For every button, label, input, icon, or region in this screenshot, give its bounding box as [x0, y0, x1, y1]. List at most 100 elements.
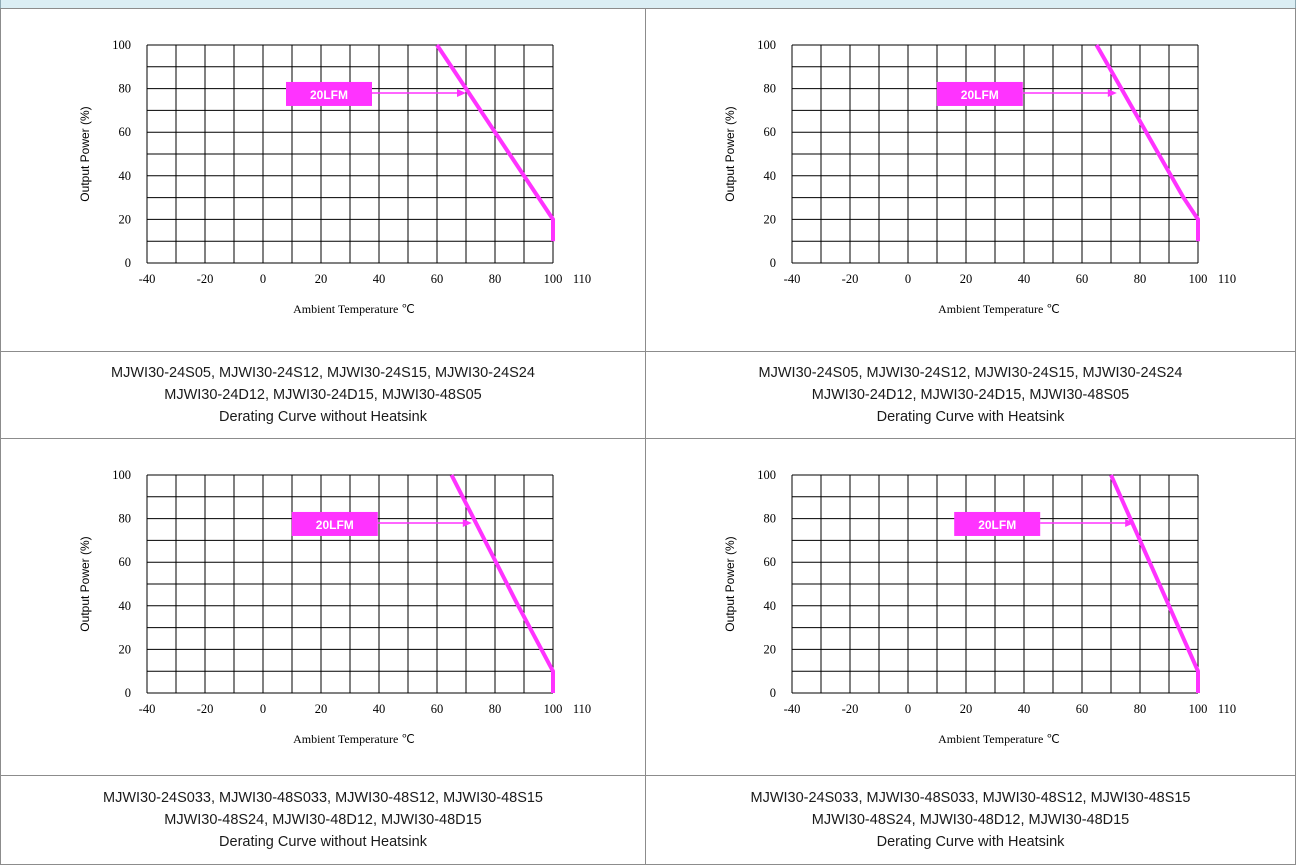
- x-tick-label: 80: [489, 702, 502, 716]
- derating-curve: [435, 43, 555, 242]
- y-tick-label: 100: [757, 468, 776, 482]
- derating-chart-3: 0 20 40 60 80 100 -40 -20 0 20 40 60 80 100 110 Ambient…: [78, 468, 591, 746]
- x-axis-title: Ambient Temperature ℃: [293, 732, 415, 746]
- y-tick-label: 40: [119, 169, 132, 183]
- y-tick-label: 60: [119, 555, 132, 569]
- caption-cell-2: MJWI30-24S05, MJWI30-24S12, MJWI30-24S15…: [645, 351, 1296, 439]
- y-tick-label: 40: [119, 599, 132, 613]
- annotation-arrow-head: [462, 518, 472, 527]
- y-tick-label: 20: [119, 642, 132, 656]
- annotation-label: 20LFM: [978, 518, 1016, 532]
- x-tick-label: 80: [1134, 272, 1147, 286]
- derating-chart-1: 0 20 40 60 80 100 -40 -20 0 20 40 60 80 100 110 Ambient…: [78, 38, 591, 316]
- x-axis-title: Ambient Temperature ℃: [938, 732, 1060, 746]
- y-tick-label: 40: [764, 599, 777, 613]
- y-tick-label: 80: [119, 82, 132, 96]
- x-tick-label: 110: [573, 272, 591, 286]
- chart-cell-4: 0 20 40 60 80 100 -40 -20 0 20 40 60 80 100 110 Ambient…: [645, 438, 1296, 776]
- x-tick-label: 100: [1189, 702, 1208, 716]
- y-tick-label: 20: [764, 642, 777, 656]
- caption-cell-4: MJWI30-24S033, MJWI30-48S033, MJWI30-48S…: [645, 775, 1296, 865]
- x-tick-label: 110: [1218, 272, 1236, 286]
- y-axis-title: Output Power (%): [723, 106, 737, 201]
- derating-curve: [1094, 44, 1200, 242]
- x-tick-label: 20: [315, 702, 328, 716]
- y-tick-label: 0: [770, 256, 776, 270]
- chart-cell-1: 0 20 40 60 80 100 -40 -20 0 20 40 60 80 100 110 Ambient…: [0, 8, 646, 352]
- x-tick-label: -40: [139, 272, 156, 286]
- x-tick-label: -20: [842, 272, 859, 286]
- y-tick-label: 20: [119, 212, 132, 226]
- annotation-arrow-head: [1107, 88, 1117, 97]
- caption-models-line2: MJWI30-24D12, MJWI30-24D15, MJWI30-48S05: [164, 387, 482, 403]
- derating-curve: [449, 474, 555, 693]
- annotation-arrow-head: [457, 88, 466, 97]
- y-tick-label: 100: [112, 468, 131, 482]
- annotation-box: [954, 511, 1041, 536]
- x-tick-label: -40: [784, 702, 801, 716]
- caption-cell-3: MJWI30-24S033, MJWI30-48S033, MJWI30-48S…: [0, 775, 646, 865]
- caption-models-line2: MJWI30-48S24, MJWI30-48D12, MJWI30-48D15: [811, 812, 1130, 828]
- caption-models-line1: MJWI30-24S05, MJWI30-24S12, MJWI30-24S15…: [758, 365, 1183, 381]
- y-tick-label: 80: [764, 512, 777, 526]
- x-tick-label: 110: [1218, 702, 1236, 716]
- caption-models-line2: MJWI30-24D12, MJWI30-24D15, MJWI30-48S05: [811, 387, 1130, 403]
- chart-cell-2: 0 20 40 60 80 100 -40 -20 0 20 40 60 80 100 110 Ambient…: [645, 8, 1296, 352]
- caption-title: Derating Curve with Heatsink: [876, 409, 1065, 425]
- x-axis-title: Ambient Temperature ℃: [293, 302, 415, 316]
- derating-curve: [1109, 474, 1200, 693]
- y-axis-title: Output Power (%): [723, 536, 737, 631]
- x-tick-label: 20: [960, 272, 973, 286]
- x-tick-label: 0: [905, 702, 911, 716]
- y-tick-label: 20: [764, 212, 777, 226]
- y-tick-label: 60: [764, 555, 777, 569]
- y-tick-label: 60: [764, 125, 777, 139]
- caption-models-line1: MJWI30-24S033, MJWI30-48S033, MJWI30-48S…: [102, 790, 543, 806]
- y-tick-label: 100: [757, 38, 776, 52]
- derating-table: 0 20 40 60 80 100 -40 -20 0 20 40 60 80 100 110 Ambient…: [0, 8, 1296, 865]
- annotation-box: [291, 511, 378, 536]
- caption-title: Derating Curve without Heatsink: [219, 409, 427, 425]
- x-tick-label: 100: [1189, 272, 1208, 286]
- derating-chart-4: 0 20 40 60 80 100 -40 -20 0 20 40 60 80 100 110 Ambient…: [723, 468, 1236, 746]
- caption-cell-1: MJWI30-24S05, MJWI30-24S12, MJWI30-24S15…: [0, 351, 646, 439]
- caption-models-line1: MJWI30-24S033, MJWI30-48S033, MJWI30-48S…: [750, 790, 1191, 806]
- y-tick-label: 0: [770, 686, 776, 700]
- x-tick-label: 40: [373, 272, 386, 286]
- annotation-label: 20LFM: [961, 88, 999, 102]
- caption-title: Derating Curve with Heatsink: [876, 834, 1065, 850]
- y-tick-label: 100: [112, 38, 131, 52]
- y-tick-label: 40: [764, 169, 777, 183]
- chart-cell-3: 0 20 40 60 80 100 -40 -20 0 20 40 60 80 100 110 Ambient…: [0, 438, 646, 776]
- x-tick-label: -40: [139, 702, 156, 716]
- x-tick-label: -20: [842, 702, 859, 716]
- y-tick-label: 60: [119, 125, 132, 139]
- annotation-label: 20LFM: [316, 518, 354, 532]
- x-tick-label: 0: [260, 272, 266, 286]
- x-tick-label: 40: [373, 702, 386, 716]
- y-tick-label: 80: [119, 512, 132, 526]
- annotation-label: 20LFM: [310, 88, 348, 102]
- x-tick-label: 40: [1018, 702, 1031, 716]
- x-tick-label: 60: [1076, 702, 1089, 716]
- y-tick-label: 0: [125, 686, 131, 700]
- annotation-arrow-head: [1125, 518, 1135, 527]
- x-tick-label: -20: [197, 702, 214, 716]
- y-tick-label: 0: [125, 256, 131, 270]
- x-tick-label: 110: [573, 702, 591, 716]
- x-tick-label: 80: [489, 272, 502, 286]
- y-axis-title: Output Power (%): [78, 536, 92, 631]
- x-tick-label: -20: [197, 272, 214, 286]
- caption-title: Derating Curve without Heatsink: [219, 834, 427, 850]
- x-tick-label: 80: [1134, 702, 1147, 716]
- annotation-box: [936, 81, 1023, 106]
- x-tick-label: 60: [431, 272, 444, 286]
- x-tick-label: 0: [260, 702, 266, 716]
- x-axis-title: Ambient Temperature ℃: [938, 302, 1060, 316]
- x-tick-label: 100: [544, 702, 563, 716]
- caption-models-line1: MJWI30-24S05, MJWI30-24S12, MJWI30-24S15…: [111, 365, 535, 381]
- y-axis-title: Output Power (%): [78, 106, 92, 201]
- x-tick-label: 40: [1018, 272, 1031, 286]
- x-tick-label: -40: [784, 272, 801, 286]
- caption-models-line2: MJWI30-48S24, MJWI30-48D12, MJWI30-48D15: [164, 812, 482, 828]
